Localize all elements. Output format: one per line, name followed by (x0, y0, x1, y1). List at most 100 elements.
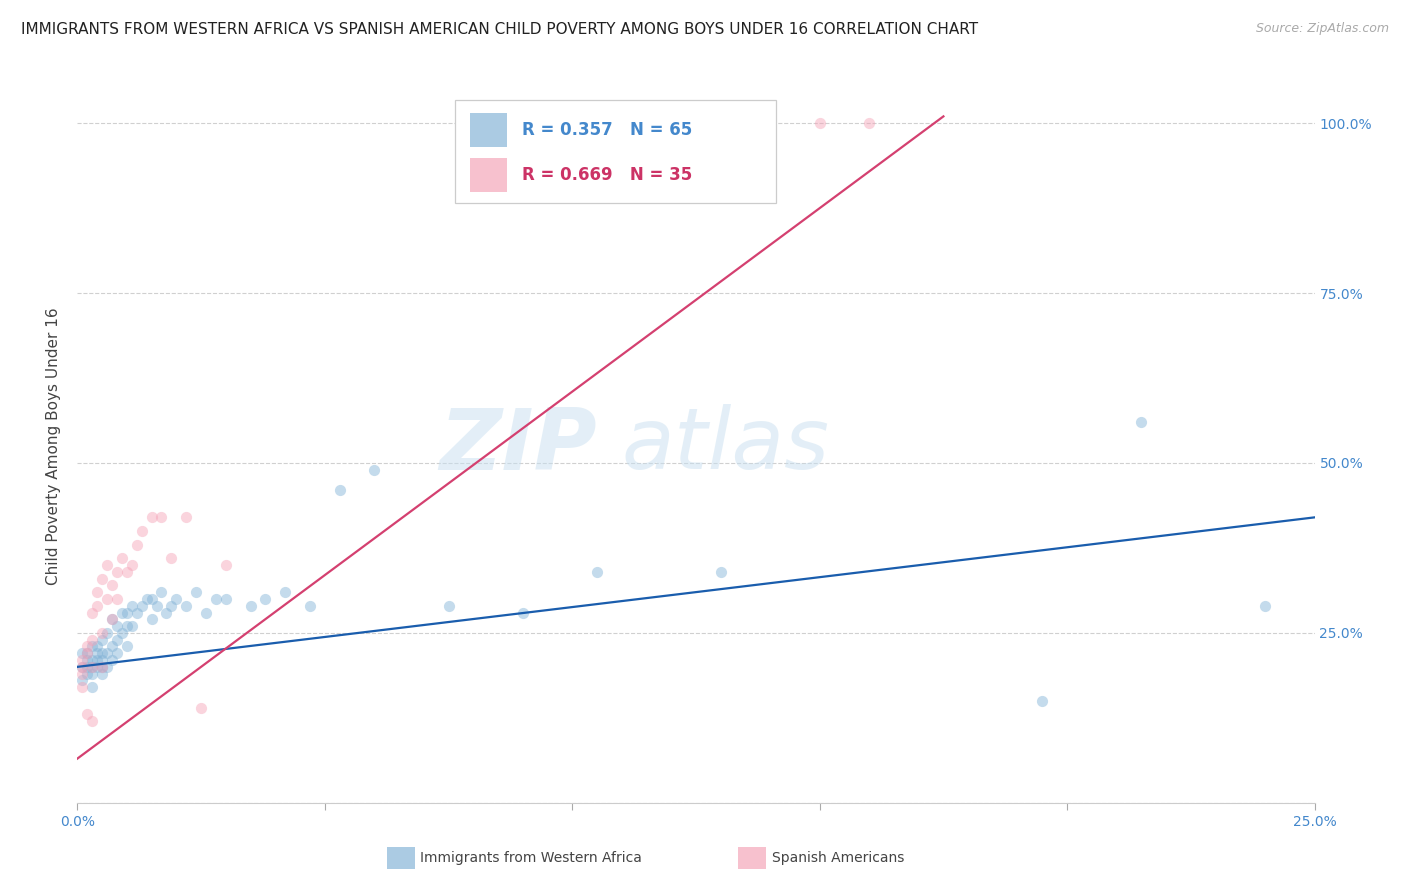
Point (121, 619, 143, 633)
Point (710, 565, 733, 579)
Point (160, 599, 183, 613)
Point (115, 640, 138, 654)
Text: R = 0.357   N = 65: R = 0.357 N = 65 (522, 121, 692, 139)
Point (105, 565, 128, 579)
Point (165, 591, 187, 606)
Point (101, 612, 124, 626)
Point (131, 599, 153, 613)
Point (86, 660, 108, 674)
Point (76, 646, 98, 660)
Point (91, 660, 114, 674)
Point (96, 591, 118, 606)
Point (82, 714, 104, 729)
Point (72, 660, 94, 674)
Point (82, 660, 104, 674)
Point (101, 578, 124, 592)
Point (72, 666, 94, 681)
Point (86, 585, 108, 599)
Point (858, 116, 880, 130)
Point (91, 572, 114, 586)
Point (145, 599, 167, 613)
Y-axis label: Child Poverty Among Boys Under 16: Child Poverty Among Boys Under 16 (46, 307, 62, 585)
Point (91, 653, 114, 667)
FancyBboxPatch shape (470, 112, 506, 147)
Point (86, 653, 108, 667)
Point (76, 646, 98, 660)
Point (96, 558, 118, 572)
Point (215, 558, 238, 572)
Point (91, 626, 114, 640)
Point (215, 591, 238, 606)
Point (105, 591, 128, 606)
Point (82, 606, 104, 620)
FancyBboxPatch shape (454, 100, 776, 203)
Point (121, 558, 143, 572)
Point (150, 585, 173, 599)
Point (174, 599, 197, 613)
Point (125, 537, 148, 551)
Text: Spanish Americans: Spanish Americans (772, 851, 904, 865)
Text: ZIP: ZIP (439, 404, 598, 488)
Point (82, 666, 104, 681)
Point (131, 524, 153, 538)
Point (160, 551, 183, 566)
Point (274, 585, 297, 599)
Point (239, 599, 262, 613)
Point (76, 666, 98, 681)
Point (76, 707, 98, 722)
Point (174, 510, 197, 524)
Point (91, 660, 114, 674)
Point (141, 612, 163, 626)
Point (141, 591, 163, 606)
Point (155, 606, 177, 620)
Point (135, 591, 157, 606)
Point (72, 660, 94, 674)
Point (72, 653, 94, 667)
Point (96, 626, 118, 640)
Point (1130, 415, 1153, 429)
Point (105, 632, 128, 647)
Point (82, 680, 104, 694)
Text: R = 0.669   N = 35: R = 0.669 N = 35 (522, 166, 692, 184)
Point (82, 640, 104, 654)
Point (76, 660, 98, 674)
Point (121, 599, 143, 613)
Text: atlas: atlas (621, 404, 830, 488)
Point (111, 606, 134, 620)
Point (111, 626, 134, 640)
Point (512, 606, 534, 620)
Point (101, 640, 124, 654)
Point (437, 599, 460, 613)
Point (91, 632, 114, 647)
Point (82, 660, 104, 674)
Point (101, 612, 124, 626)
Point (86, 646, 108, 660)
Point (72, 673, 94, 688)
Point (96, 660, 118, 674)
FancyBboxPatch shape (470, 158, 506, 192)
Point (363, 463, 385, 477)
Point (115, 619, 138, 633)
Point (91, 646, 114, 660)
Point (82, 632, 104, 647)
Point (72, 646, 94, 660)
Text: Source: ZipAtlas.com: Source: ZipAtlas.com (1256, 22, 1389, 36)
Point (115, 565, 138, 579)
Point (105, 619, 128, 633)
Point (254, 591, 277, 606)
Point (76, 653, 98, 667)
Point (101, 653, 124, 667)
Point (141, 510, 163, 524)
Point (91, 666, 114, 681)
Text: IMMIGRANTS FROM WESTERN AFRICA VS SPANISH AMERICAN CHILD POVERTY AMONG BOYS UNDE: IMMIGRANTS FROM WESTERN AFRICA VS SPANIS… (21, 22, 979, 37)
Point (586, 565, 609, 579)
Point (195, 606, 218, 620)
Point (1031, 694, 1053, 708)
Point (190, 700, 212, 714)
Point (72, 680, 94, 694)
Point (150, 510, 173, 524)
Point (184, 585, 207, 599)
Point (105, 646, 128, 660)
Point (111, 551, 134, 566)
Point (86, 599, 108, 613)
